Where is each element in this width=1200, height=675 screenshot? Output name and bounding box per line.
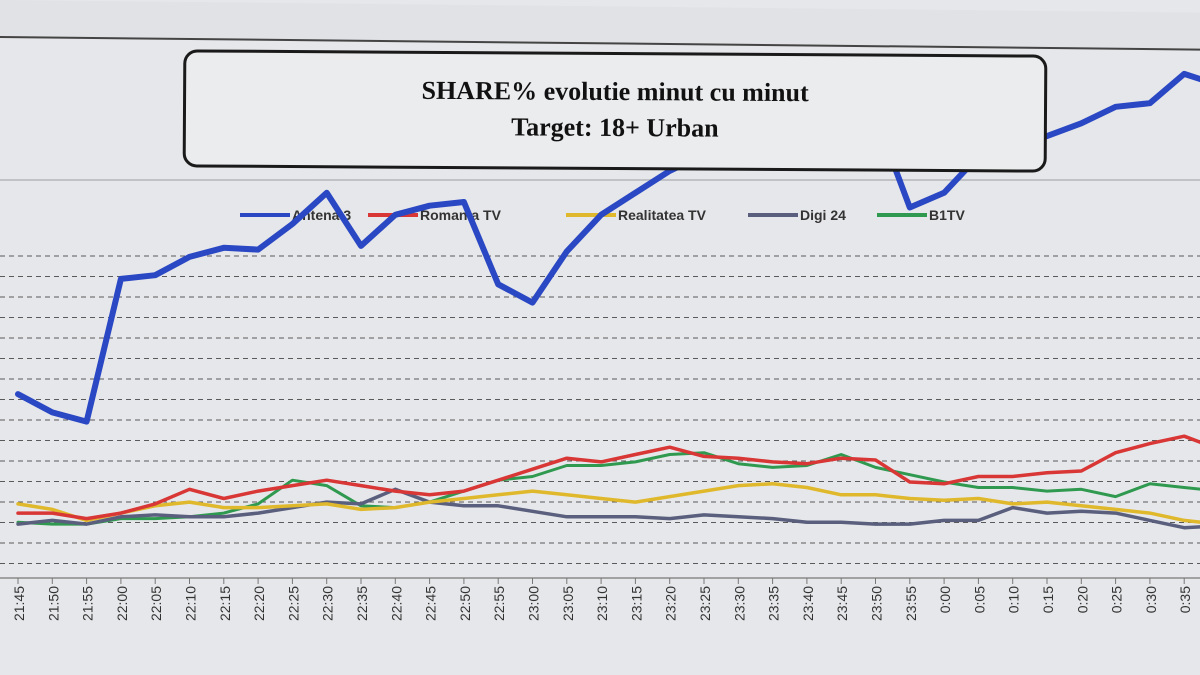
x-tick-label: 22:05 (148, 586, 164, 621)
x-tick-label: 0:15 (1040, 586, 1056, 613)
x-tick-label: 23:00 (526, 586, 542, 621)
x-tick-label: 23:20 (663, 586, 679, 621)
chart-title: SHARE% evolutie minut cu minut (421, 75, 809, 108)
x-tick-label: 23:40 (800, 586, 816, 621)
series-line (16, 482, 1200, 524)
x-tick-label: 23:10 (594, 586, 610, 621)
x-tick-label: 22:35 (354, 586, 370, 621)
x-tick-label: 0:35 (1177, 586, 1193, 613)
legend-label: B1TV (929, 207, 965, 223)
x-tick-label: 21:45 (11, 586, 27, 621)
x-tick-label: 22:00 (114, 586, 130, 621)
x-tick-label: 22:55 (491, 586, 507, 621)
x-tick-label: 22:25 (285, 586, 301, 621)
x-tick-label: 0:00 (937, 586, 953, 613)
x-tick-label: 0:30 (1143, 586, 1159, 613)
x-tick-label: 22:50 (457, 586, 473, 621)
x-tick-label: 23:45 (834, 586, 850, 621)
x-tick-label: 21:55 (80, 586, 96, 621)
x-tick-label: 23:55 (903, 586, 919, 621)
legend-label: Digi 24 (800, 207, 846, 223)
x-tick-label: 23:50 (869, 586, 885, 621)
legend-label: Realitatea TV (618, 207, 707, 223)
x-tick-label: 23:05 (560, 586, 576, 621)
x-tick-label: 23:25 (697, 586, 713, 621)
x-tick-label: 0:10 (1006, 586, 1022, 613)
series-line (16, 487, 1200, 530)
x-tick-label: 22:15 (217, 586, 233, 621)
x-tick-label: 0:25 (1109, 586, 1125, 613)
legend: Antena 3 Romania TV Realitatea TV Digi 24 B1… (240, 207, 965, 223)
chart-title-box: SHARE% evolutie minut cu minut Target: 1… (182, 49, 1048, 173)
x-tick-label: 22:45 (423, 586, 439, 621)
x-tick-label: 21:50 (45, 586, 61, 621)
x-axis: 21:45 21:50 21:55 22:00 22:05 22:10 22:15 22:20… (11, 578, 1193, 621)
x-tick-label: 0:05 (971, 586, 987, 613)
series-line (16, 434, 1200, 521)
x-tick-label: 22:20 (251, 586, 267, 621)
x-tick-label: 23:15 (628, 586, 644, 621)
x-tick-label: 22:40 (388, 586, 404, 621)
x-tick-label: 23:35 (766, 586, 782, 621)
x-tick-label: 22:10 (183, 586, 199, 621)
chart-subtitle: Target: 18+ Urban (511, 112, 719, 143)
x-tick-label: 0:20 (1074, 586, 1090, 613)
x-tick-label: 22:30 (320, 586, 336, 621)
x-tick-label: 23:30 (731, 586, 747, 621)
series-line (16, 451, 1200, 526)
legend-label: Romania TV (420, 207, 502, 223)
